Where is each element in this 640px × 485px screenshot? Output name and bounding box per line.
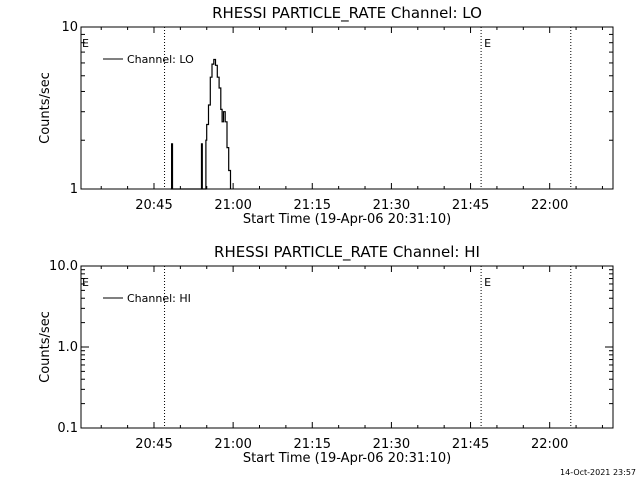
lo-legend-label: Channel: LO [127, 53, 194, 66]
lo-corner-label: E [82, 37, 89, 50]
hi-x-tick-label: 21:00 [214, 437, 251, 452]
lo-x-tick-label: 22:00 [531, 198, 568, 213]
hi-x-tick-label: 21:45 [452, 437, 489, 452]
lo-chart-title: RHESSI PARTICLE_RATE Channel: LO [212, 4, 482, 23]
lo-y-tick-label: 1 [70, 182, 78, 197]
hi-x-tick-label: 20:45 [135, 437, 172, 452]
hi-x-tick-label: 22:00 [531, 437, 568, 452]
hi-y-axis-label: Counts/sec [38, 311, 53, 383]
lo-x-axis-label: Start Time (19-Apr-06 20:31:10) [243, 212, 451, 227]
hi-plot-frame [80, 265, 614, 429]
hi-x-axis-label: Start Time (19-Apr-06 20:31:10) [243, 451, 451, 466]
lo-y-axis-label: Counts/sec [38, 72, 53, 144]
hi-legend-label: Channel: HI [127, 292, 191, 305]
hi-chart-title: RHESSI PARTICLE_RATE Channel: HI [214, 243, 480, 262]
plot-timestamp: 14-Oct-2021 23:57 [560, 468, 636, 477]
lo-plot-frame [80, 26, 614, 190]
hi-x-tick-label: 21:30 [373, 437, 410, 452]
hi-y-tick-label: 1.0 [57, 340, 78, 355]
lo-channel-panel: RHESSI PARTICLE_RATE Channel: LO E E 20:45 2… [38, 4, 614, 227]
hi-x-tick-label: 21:15 [294, 437, 331, 452]
hi-y-tick-label: 0.1 [57, 421, 78, 436]
hi-y-tick-label: 10.0 [49, 259, 78, 274]
hi-corner-label: E [82, 276, 89, 289]
lo-y-tick-label: 10 [61, 20, 78, 35]
lo-x-tick-label: 21:30 [373, 198, 410, 213]
hi-channel-panel: RHESSI PARTICLE_RATE Channel: HI E E 20:45 2… [38, 243, 614, 466]
lo-x-tick-label: 21:00 [214, 198, 251, 213]
lo-series-line [170, 58, 232, 190]
lo-x-tick-label: 20:45 [135, 198, 172, 213]
lo-marker-label: E [484, 37, 491, 50]
lo-x-tick-label: 21:45 [452, 198, 489, 213]
hi-marker-label: E [484, 276, 491, 289]
lo-x-tick-label: 21:15 [294, 198, 331, 213]
